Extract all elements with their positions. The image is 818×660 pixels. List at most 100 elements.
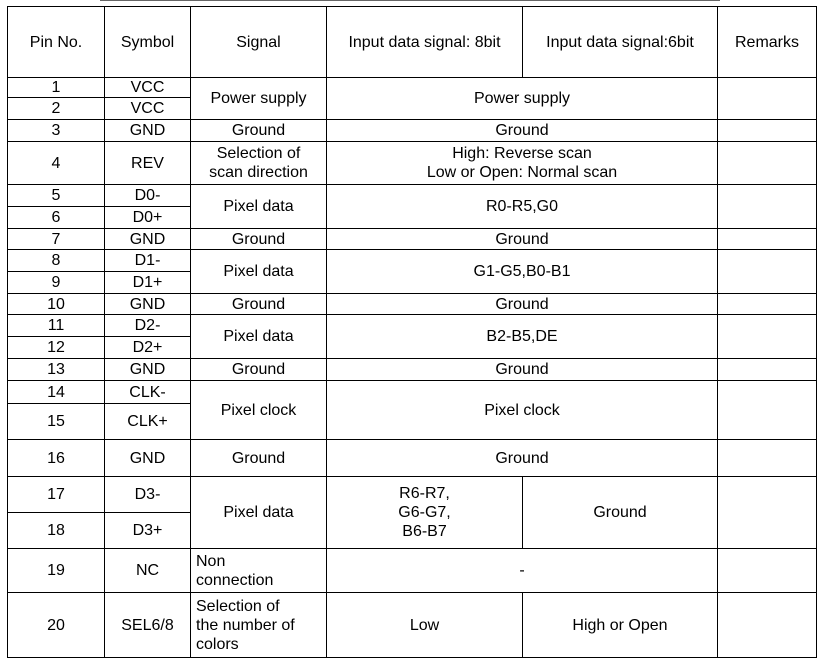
pin-cell: 6 <box>7 206 105 229</box>
signal-cell: Ground <box>190 439 327 477</box>
data-cell: - <box>326 548 718 593</box>
remarks-cell <box>717 119 817 142</box>
pin-cell: 12 <box>7 336 105 359</box>
table-row: 11 D2- Pixel data B2-B5,DE <box>7 314 817 359</box>
table-row: 6 D0+ <box>7 206 817 229</box>
header-8bit: Input data signal: 8bit <box>326 6 523 78</box>
remarks-cell <box>717 141 817 185</box>
symbol-cell: D2+ <box>104 336 191 359</box>
table-row: 5 D0- Pixel data R0-R5,G0 <box>7 184 817 229</box>
signal-cell: Pixel data <box>190 184 327 229</box>
table-row: 4 REV Selection of scan direction High: R… <box>7 141 817 185</box>
symbol-cell: D2- <box>104 314 191 337</box>
remarks-cell <box>717 592 817 658</box>
signal-cell: Selection of scan direction <box>190 141 327 185</box>
signal-cell: Ground <box>190 119 327 142</box>
data-cell: B2-B5,DE <box>326 314 718 359</box>
data-cell: Power supply <box>326 77 718 120</box>
pin-cell: 19 <box>7 548 105 593</box>
signal-cell: Ground <box>190 358 327 381</box>
data-cell: G1-G5,B0-B1 <box>326 249 718 294</box>
remarks-cell <box>717 228 817 250</box>
table-row: 3 GND Ground Ground <box>7 119 817 142</box>
table-row: 17 D3- Pixel data R6-R7, G6-G7, B6-B7 Grou… <box>7 476 817 549</box>
table-row: 15 CLK+ <box>7 403 817 440</box>
header-signal: Signal <box>190 6 327 78</box>
remarks-cell <box>717 439 817 477</box>
data-line: Low or Open: Normal scan <box>426 164 618 181</box>
pin-cell: 14 <box>7 380 105 404</box>
data-cell: High: Reverse scan Low or Open: Normal sc… <box>326 141 718 185</box>
pin-cell: 8 <box>7 249 105 272</box>
table-row: 12 D2+ <box>7 336 817 359</box>
table-row: 1 VCC Power supply Power supply <box>7 77 817 120</box>
data-cell: Ground <box>326 439 718 477</box>
remarks-cell <box>717 476 817 549</box>
table-row: 14 CLK- Pixel clock Pixel clock <box>7 380 817 440</box>
signal-cell: Ground <box>190 228 327 250</box>
table-row: 13 GND Ground Ground <box>7 358 817 381</box>
symbol-cell: GND <box>104 119 191 142</box>
pin-cell: 20 <box>7 592 105 658</box>
data-cell: Ground <box>326 358 718 381</box>
signal-line: colors <box>196 635 239 653</box>
table-row: 20 SEL6/8 Selection of the number of color… <box>7 592 817 658</box>
data-cell: Ground <box>326 119 718 142</box>
pin-cell: 7 <box>7 228 105 250</box>
remarks-cell <box>717 293 817 315</box>
signal-cell: Pixel data <box>190 314 327 359</box>
signal-cell: Pixel clock <box>190 380 327 440</box>
pin-cell: 15 <box>7 403 105 440</box>
data-line: G6-G7, <box>398 504 451 521</box>
pin-cell: 3 <box>7 119 105 142</box>
remarks-cell <box>717 77 817 120</box>
remarks-cell <box>717 184 817 229</box>
pin-cell: 10 <box>7 293 105 315</box>
pin-cell: 16 <box>7 439 105 477</box>
table-row: 18 D3+ <box>7 512 817 549</box>
header-row: Pin No. Symbol Signal Input data signal:… <box>7 6 817 78</box>
data-6bit-cell: Ground <box>522 476 718 549</box>
data-line: High: Reverse scan <box>452 145 592 162</box>
symbol-cell: D3- <box>104 476 191 513</box>
symbol-cell: REV <box>104 141 191 185</box>
signal-cell: Pixel data <box>190 476 327 549</box>
pin-cell: 4 <box>7 141 105 185</box>
symbol-cell: GND <box>104 293 191 315</box>
header-6bit: Input data signal:6bit <box>522 6 718 78</box>
symbol-cell: D3+ <box>104 512 191 549</box>
table-row: 19 NC Non connection - <box>7 548 817 593</box>
symbol-cell: NC <box>104 548 191 593</box>
data-cell: Pixel clock <box>326 380 718 440</box>
remarks-cell <box>717 358 817 381</box>
symbol-cell: CLK- <box>104 380 191 404</box>
symbol-cell: VCC <box>104 77 191 98</box>
pin-cell: 9 <box>7 271 105 294</box>
header-remarks: Remarks <box>717 6 817 78</box>
data-8bit-cell: R6-R7, G6-G7, B6-B7 <box>326 476 523 549</box>
symbol-cell: D1+ <box>104 271 191 294</box>
symbol-cell: VCC <box>104 97 191 120</box>
header-pin: Pin No. <box>7 6 105 78</box>
signal-line: scan direction <box>209 164 308 181</box>
table-row: 7 GND Ground Ground <box>7 228 817 250</box>
table-row: 8 D1- Pixel data G1-G5,B0-B1 <box>7 249 817 294</box>
previous-table-edge <box>100 0 720 3</box>
data-line: R6-R7, <box>399 485 450 502</box>
signal-line: Non <box>196 552 226 570</box>
data-6bit-cell: High or Open <box>522 592 718 658</box>
symbol-cell: GND <box>104 358 191 381</box>
remarks-cell <box>717 380 817 440</box>
remarks-cell <box>717 314 817 359</box>
symbol-cell: CLK+ <box>104 403 191 440</box>
table-row: 16 GND Ground Ground <box>7 439 817 477</box>
header-symbol: Symbol <box>104 6 191 78</box>
symbol-cell: D1- <box>104 249 191 272</box>
signal-cell: Ground <box>190 293 327 315</box>
pin-cell: 17 <box>7 476 105 513</box>
data-cell: Ground <box>326 228 718 250</box>
signal-cell: Pixel data <box>190 249 327 294</box>
pin-cell: 11 <box>7 314 105 337</box>
signal-cell: Power supply <box>190 77 327 120</box>
table-row: 10 GND Ground Ground <box>7 293 817 315</box>
